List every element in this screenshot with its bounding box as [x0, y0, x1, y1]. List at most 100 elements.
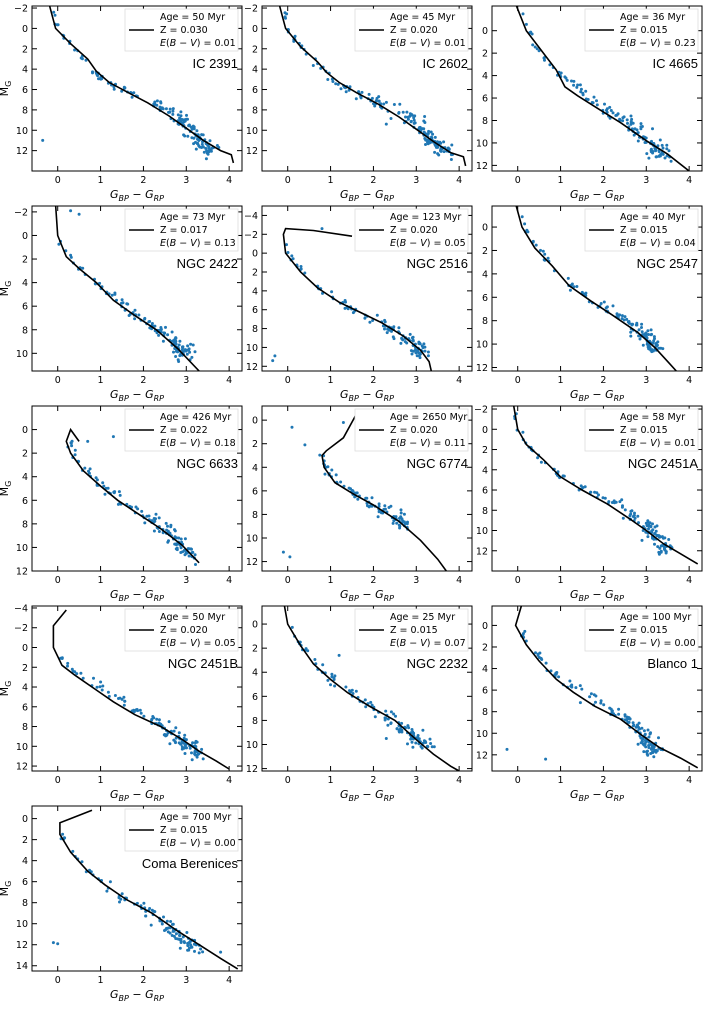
- data-point: [589, 692, 593, 696]
- data-point: [426, 354, 430, 358]
- legend-metallicity: Z = 0.017: [160, 225, 208, 236]
- data-point: [637, 328, 641, 332]
- data-point: [186, 344, 190, 348]
- data-point: [531, 43, 535, 47]
- data-point: [383, 327, 386, 331]
- data-point: [406, 115, 410, 119]
- data-point: [95, 685, 99, 689]
- data-point: [201, 950, 205, 954]
- data-point: [179, 110, 183, 114]
- data-point: [641, 736, 645, 740]
- data-point: [96, 74, 100, 78]
- x-tick-label: 3: [183, 375, 189, 386]
- scatter-points: [66, 435, 197, 566]
- isochrone-line: [65, 427, 200, 564]
- data-point: [629, 122, 633, 126]
- data-point: [313, 658, 317, 661]
- data-point: [595, 103, 599, 107]
- y-tick-label: 12: [476, 750, 488, 761]
- data-point: [363, 316, 367, 320]
- data-point: [150, 908, 154, 912]
- data-point: [384, 737, 388, 740]
- y-tick-label: 4: [482, 71, 488, 82]
- data-point: [433, 135, 437, 139]
- x-tick-label: 1: [98, 175, 104, 186]
- data-point: [541, 249, 545, 253]
- plot-frame: [31, 205, 243, 372]
- data-point: [611, 304, 615, 308]
- y-tick-label: 2: [22, 44, 28, 55]
- data-point: [323, 472, 327, 476]
- data-point: [422, 127, 426, 131]
- data-point: [172, 350, 175, 354]
- data-point: [377, 95, 381, 99]
- data-point: [615, 113, 619, 117]
- y-tick-label: −2: [14, 4, 28, 15]
- data-point: [384, 100, 388, 104]
- data-point: [416, 735, 420, 739]
- data-point: [115, 298, 118, 302]
- data-point: [536, 456, 540, 460]
- y-tick-label: 12: [476, 161, 488, 172]
- data-point: [399, 341, 403, 345]
- data-point: [205, 149, 209, 153]
- data-point: [119, 897, 123, 901]
- y-tick-label: 0: [482, 26, 488, 37]
- y-tick-label: 4: [482, 664, 488, 675]
- x-tick-label: 2: [140, 375, 146, 386]
- data-point: [544, 757, 548, 761]
- data-point: [647, 156, 651, 160]
- data-point: [576, 83, 580, 87]
- data-point: [290, 254, 294, 258]
- data-point: [568, 288, 572, 292]
- data-point: [195, 755, 199, 759]
- data-point: [177, 343, 181, 347]
- data-point: [574, 686, 578, 690]
- y-tick-label: 2: [482, 49, 488, 60]
- data-point: [66, 661, 70, 665]
- y-tick-label: 2: [22, 255, 28, 266]
- data-point: [186, 117, 189, 121]
- data-point: [423, 345, 427, 349]
- data-point: [423, 349, 427, 353]
- data-point: [595, 99, 598, 103]
- data-point: [640, 726, 644, 730]
- data-point: [170, 339, 174, 343]
- data-point: [604, 306, 608, 310]
- data-point: [194, 147, 198, 151]
- data-point: [419, 745, 423, 748]
- x-tick-label: 0: [55, 175, 61, 186]
- data-point: [426, 745, 430, 749]
- data-point: [151, 715, 155, 718]
- data-point: [371, 319, 375, 322]
- y-tick-label: 6: [252, 305, 258, 316]
- data-point: [414, 741, 418, 745]
- y-tick-label: 4: [252, 65, 258, 76]
- data-point: [70, 667, 74, 671]
- isochrone-line: [54, 206, 200, 371]
- data-point: [191, 343, 195, 347]
- data-point: [318, 453, 322, 457]
- data-point: [182, 940, 186, 944]
- data-point: [290, 625, 294, 629]
- data-point: [580, 687, 584, 691]
- data-point: [162, 733, 166, 737]
- cluster-name: NGC 2232: [407, 656, 468, 671]
- data-point: [284, 16, 287, 20]
- data-point: [174, 339, 178, 343]
- data-point: [344, 685, 348, 689]
- plot-frame: [261, 5, 473, 172]
- data-point: [395, 521, 399, 525]
- data-point: [639, 741, 643, 745]
- data-point: [535, 47, 539, 51]
- data-point: [524, 639, 528, 643]
- data-point: [339, 87, 343, 91]
- data-point: [379, 511, 383, 515]
- data-point: [654, 147, 657, 151]
- data-point: [529, 30, 533, 34]
- y-tick-label: 8: [482, 116, 488, 127]
- data-point: [142, 901, 146, 905]
- data-point: [434, 145, 438, 149]
- data-point: [343, 299, 347, 302]
- data-point: [192, 142, 196, 146]
